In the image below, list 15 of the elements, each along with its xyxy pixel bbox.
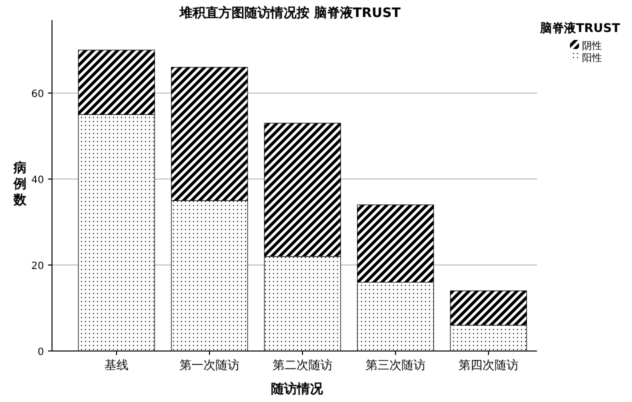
x-tick-label: 第四次随访 (458, 358, 518, 372)
y-tick-label: 20 (31, 261, 44, 272)
legend-title: 脑脊液TRUST (539, 21, 621, 35)
x-tick-label: 第三次随访 (366, 358, 426, 372)
y-axis-title: 病例数 (12, 160, 28, 208)
y-tick-label: 60 (31, 89, 44, 100)
legend-label: 阳性 (582, 52, 602, 64)
x-tick-label: 第一次随访 (180, 358, 240, 372)
legend-label: 阴性 (582, 40, 602, 52)
y-tick-label: 40 (31, 175, 44, 186)
chart-title: 堆积直方图随访情况按 脑脊液TRUST (178, 5, 401, 21)
x-tick-label: 第二次随访 (272, 358, 332, 372)
x-tick-label: 基线 (104, 358, 128, 372)
y-tick-label: 0 (38, 347, 44, 358)
x-axis-title: 随访情况 (271, 381, 324, 397)
